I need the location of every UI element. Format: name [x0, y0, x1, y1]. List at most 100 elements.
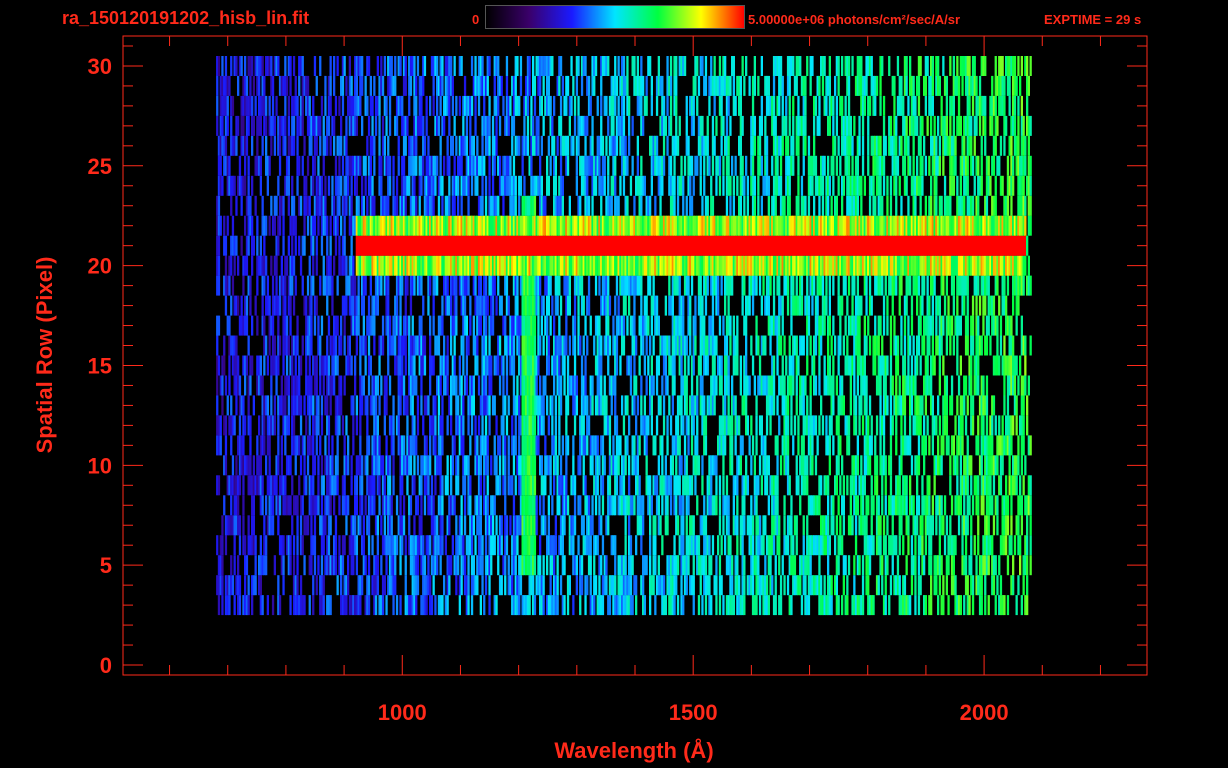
heatmap-cell [631, 275, 634, 296]
heatmap-cell [870, 435, 873, 456]
heatmap-cell [540, 515, 543, 536]
heatmap-cell [387, 495, 390, 516]
heatmap-cell [959, 355, 962, 376]
heatmap-cell [633, 315, 636, 336]
heatmap-cell [669, 555, 673, 576]
heatmap-cell [413, 355, 416, 376]
heatmap-cell [867, 535, 870, 556]
heatmap-cell [643, 395, 646, 416]
heatmap-cell [879, 255, 882, 276]
heatmap-cell [980, 395, 983, 416]
heatmap-cell [366, 455, 369, 476]
heatmap-cell [813, 275, 816, 296]
heatmap-cell [350, 275, 353, 296]
heatmap-cell [292, 535, 296, 556]
heatmap-cell [484, 455, 488, 476]
heatmap-cell [662, 575, 666, 596]
heatmap-cell [394, 575, 397, 596]
heatmap-cell [921, 295, 924, 316]
heatmap-cell [310, 235, 313, 256]
heatmap-cell [338, 335, 341, 356]
heatmap-cell [516, 315, 519, 336]
heatmap-cell [287, 555, 290, 576]
heatmap-cell [917, 435, 921, 456]
heatmap-cell [415, 335, 418, 356]
heatmap-cell [326, 255, 329, 276]
heatmap-cell [910, 535, 914, 556]
heatmap-cell [706, 275, 709, 296]
heatmap-cell [432, 515, 435, 536]
heatmap-cell [621, 495, 624, 516]
heatmap-cell [964, 275, 968, 296]
heatmap-cell [687, 295, 690, 316]
heatmap-cell [526, 295, 530, 316]
heatmap-cell [847, 555, 851, 576]
heatmap-cell [523, 475, 526, 496]
heatmap-cell [275, 355, 278, 376]
heatmap-cell [647, 415, 650, 436]
heatmap-cell [383, 395, 386, 416]
heatmap-cell [491, 535, 495, 556]
heatmap-cell [381, 255, 385, 276]
heatmap-cell [697, 595, 701, 616]
heatmap-cell [731, 575, 734, 596]
heatmap-cell [380, 515, 383, 536]
heatmap-cell [734, 475, 737, 496]
heatmap-cell [271, 275, 275, 296]
heatmap-cell [631, 495, 634, 516]
heatmap-cell [779, 575, 783, 596]
heatmap-cell [572, 515, 575, 536]
heatmap-cell [502, 235, 505, 256]
heatmap-cell [413, 455, 416, 476]
heatmap-cell [867, 255, 870, 276]
heatmap-cell [849, 515, 852, 536]
heatmap-cell [387, 335, 390, 356]
heatmap-cell [505, 415, 509, 436]
heatmap-cell [285, 335, 289, 356]
heatmap-cell [495, 595, 498, 616]
heatmap-cell [476, 255, 479, 276]
heatmap-cell [540, 315, 543, 336]
heatmap-cell [495, 455, 498, 476]
heatmap-cell [940, 335, 943, 356]
heatmap-cell [462, 395, 465, 416]
heatmap-cell [835, 515, 838, 536]
heatmap-cell [481, 375, 484, 396]
heatmap-cell [259, 355, 262, 376]
heatmap-cell [518, 355, 521, 376]
heatmap-cell [439, 555, 442, 576]
heatmap-cell [352, 555, 355, 576]
heatmap-cell [750, 575, 753, 596]
heatmap-cell [738, 455, 741, 476]
heatmap-cell [875, 495, 879, 516]
heatmap-cell [491, 395, 495, 416]
heatmap-cell [533, 335, 537, 356]
heatmap-cell [334, 515, 338, 536]
heatmap-cell [626, 315, 629, 336]
heatmap-cell [621, 395, 624, 416]
heatmap-cell [832, 395, 835, 416]
heatmap-cell [931, 495, 934, 516]
heatmap-cell [553, 315, 556, 336]
heatmap-cell [886, 355, 889, 376]
heatmap-cell [676, 435, 680, 456]
heatmap-cell [628, 515, 631, 536]
heatmap-cell [720, 435, 723, 456]
heatmap-cell [725, 495, 729, 516]
heatmap-cell [369, 495, 372, 516]
heatmap-cell [566, 435, 570, 456]
heatmap-cell [457, 395, 460, 416]
heatmap-cell [821, 295, 825, 316]
heatmap-cell [828, 575, 831, 596]
heatmap-cell [278, 495, 282, 516]
heatmap-cell [800, 395, 804, 416]
heatmap-cell [392, 535, 395, 556]
heatmap-cell [458, 255, 461, 276]
heatmap-cell [427, 475, 430, 496]
heatmap-cell [877, 495, 880, 516]
heatmap-cell [270, 395, 273, 416]
heatmap-cell [790, 555, 793, 576]
heatmap-cell [537, 395, 540, 416]
heatmap-cell [912, 555, 915, 576]
heatmap-cell [387, 455, 390, 476]
